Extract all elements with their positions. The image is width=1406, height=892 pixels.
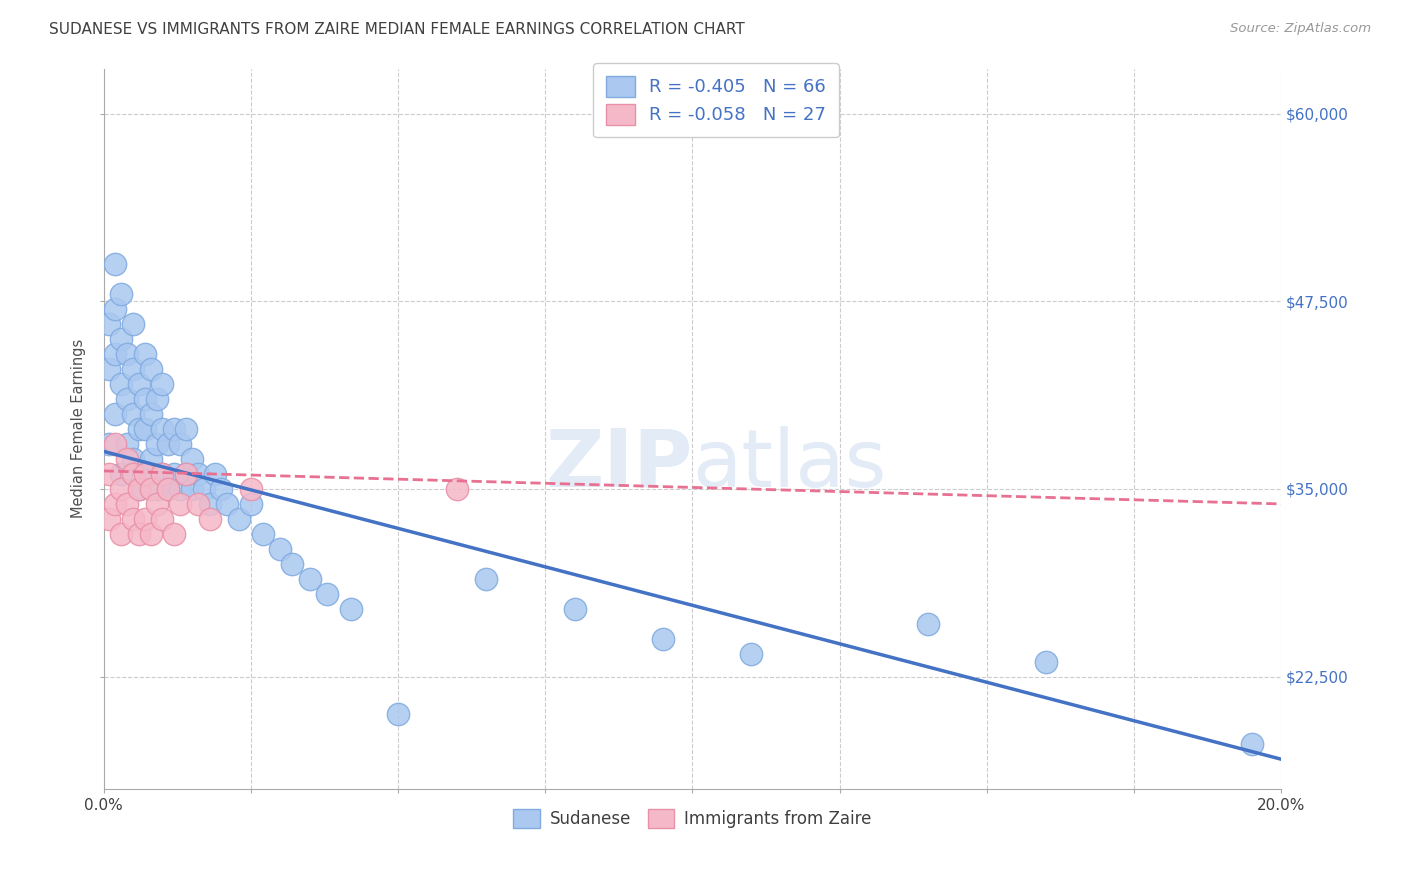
Point [187, 497, 209, 511]
Point [157, 482, 180, 496]
Point [145, 482, 167, 496]
Text: atlas: atlas [692, 425, 887, 504]
Point [128, 376, 150, 391]
Point [115, 437, 138, 451]
Point [134, 392, 156, 406]
Point [193, 482, 215, 496]
Point [316, 587, 339, 601]
Point [187, 467, 209, 481]
Point [152, 376, 174, 391]
Point [152, 467, 174, 481]
Point [98, 467, 121, 481]
Point [104, 407, 127, 421]
Point [134, 467, 156, 481]
Point [122, 512, 145, 526]
Point [387, 707, 409, 722]
Legend: Sudanese, Immigrants from Zaire: Sudanese, Immigrants from Zaire [506, 803, 879, 835]
Point [152, 512, 174, 526]
Point [110, 286, 132, 301]
Point [139, 361, 162, 376]
Y-axis label: Median Female Earnings: Median Female Earnings [72, 339, 86, 518]
Point [110, 376, 132, 391]
Point [115, 451, 138, 466]
Point [152, 422, 174, 436]
Point [128, 482, 150, 496]
Point [252, 527, 274, 541]
Point [104, 497, 127, 511]
Point [98, 361, 121, 376]
Point [134, 347, 156, 361]
Point [145, 392, 167, 406]
Point [122, 467, 145, 481]
Point [163, 527, 186, 541]
Point [104, 257, 127, 271]
Point [340, 602, 363, 616]
Point [157, 437, 180, 451]
Point [180, 482, 202, 496]
Point [145, 437, 167, 451]
Point [475, 572, 498, 586]
Point [139, 482, 162, 496]
Point [204, 467, 226, 481]
Point [104, 301, 127, 316]
Point [198, 497, 221, 511]
Point [174, 422, 197, 436]
Point [174, 467, 197, 481]
Point [98, 317, 121, 331]
Point [209, 482, 232, 496]
Point [564, 602, 586, 616]
Point [134, 467, 156, 481]
Point [298, 572, 321, 586]
Point [446, 482, 468, 496]
Point [157, 482, 180, 496]
Point [134, 512, 156, 526]
Point [174, 467, 197, 481]
Point [115, 497, 138, 511]
Point [169, 437, 191, 451]
Point [163, 467, 186, 481]
Point [139, 451, 162, 466]
Point [115, 392, 138, 406]
Point [281, 557, 304, 571]
Point [139, 407, 162, 421]
Point [104, 347, 127, 361]
Point [122, 361, 145, 376]
Text: SUDANESE VS IMMIGRANTS FROM ZAIRE MEDIAN FEMALE EARNINGS CORRELATION CHART: SUDANESE VS IMMIGRANTS FROM ZAIRE MEDIAN… [49, 22, 745, 37]
Point [198, 512, 221, 526]
Point [269, 541, 291, 556]
Text: ZIP: ZIP [546, 425, 692, 504]
Point [98, 437, 121, 451]
Point [217, 497, 239, 511]
Point [152, 467, 174, 481]
Point [169, 482, 191, 496]
Point [110, 527, 132, 541]
Point [110, 482, 132, 496]
Point [128, 527, 150, 541]
Point [122, 317, 145, 331]
Point [163, 422, 186, 436]
Point [145, 497, 167, 511]
Point [917, 617, 939, 632]
Point [128, 422, 150, 436]
Point [122, 407, 145, 421]
Point [1035, 655, 1057, 669]
Point [104, 437, 127, 451]
Point [139, 527, 162, 541]
Point [122, 451, 145, 466]
Point [239, 482, 262, 496]
Point [115, 347, 138, 361]
Point [228, 512, 250, 526]
Point [110, 467, 132, 481]
Point [239, 497, 262, 511]
Point [169, 497, 191, 511]
Point [651, 632, 673, 646]
Point [128, 482, 150, 496]
Point [110, 332, 132, 346]
Point [1240, 737, 1263, 751]
Text: Source: ZipAtlas.com: Source: ZipAtlas.com [1230, 22, 1371, 36]
Point [134, 422, 156, 436]
Point [98, 512, 121, 526]
Point [180, 451, 202, 466]
Point [740, 647, 762, 661]
